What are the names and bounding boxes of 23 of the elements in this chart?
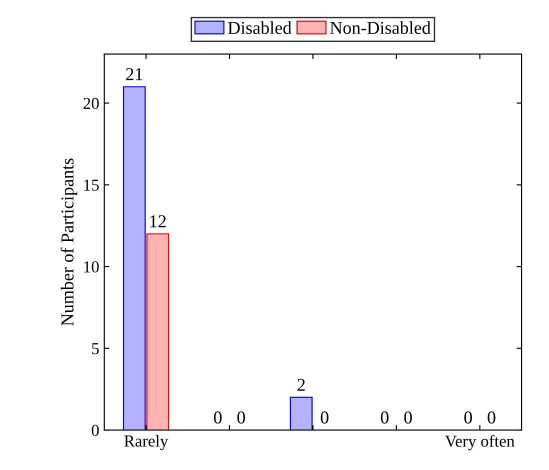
y-tick-label: 5 (92, 343, 99, 354)
bar (146, 233, 170, 430)
data-label: 0 (380, 411, 389, 424)
data-label: 0 (320, 411, 328, 424)
x-tick-label: Very often (445, 434, 515, 450)
y-tick-label: 0 (92, 424, 99, 436)
bar (290, 396, 313, 430)
data-label: 0 (214, 411, 222, 424)
data-label: 0 (464, 411, 472, 424)
data-label: 21 (126, 68, 142, 80)
y-axis-title: Number of Participants (60, 158, 78, 326)
legend-label: Disabled (228, 21, 292, 34)
data-label: 0 (404, 411, 412, 424)
data-label: 2 (298, 378, 305, 391)
legend-label: Non-Disabled (330, 21, 431, 34)
y-tick-label: 20 (84, 98, 99, 110)
data-label: 0 (237, 411, 245, 424)
bar (122, 86, 146, 430)
x-tick-label: Rarely (124, 434, 168, 450)
data-label: 0 (488, 411, 496, 424)
y-tick-label: 15 (84, 180, 99, 191)
y-tick-label: 10 (84, 261, 99, 273)
data-label: 12 (150, 215, 166, 228)
